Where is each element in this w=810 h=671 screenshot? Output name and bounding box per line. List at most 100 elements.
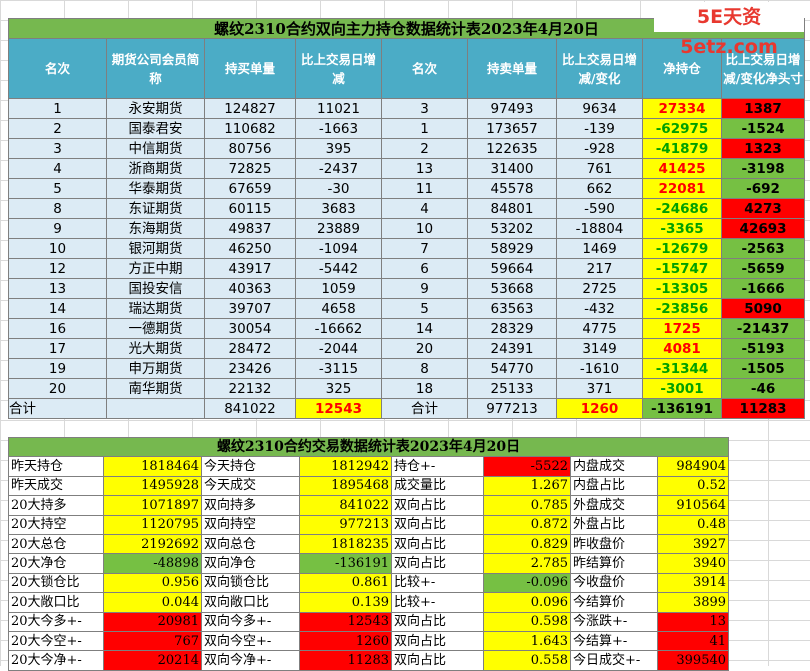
cell-rank: 12 (8, 258, 107, 279)
column-header: 期货公司会员简称 (106, 38, 205, 99)
cell-net-chg: -2563 (720, 238, 806, 259)
table-row: 13 国投安信 40363 1059 9 53668 2725 -13305 -1666 (8, 278, 806, 299)
column-header: 名次 (381, 38, 468, 99)
cell-buy: 67659 (204, 178, 296, 199)
cell-net: 4081 (642, 338, 722, 359)
column-header: 持卖单量 (467, 38, 557, 99)
cell-sell: 84801 (467, 198, 557, 219)
total-sell: 977213 (467, 398, 557, 419)
stat-value: 11283 (299, 650, 392, 671)
cell-srank: 6 (381, 258, 468, 279)
stat-value: 0.096 (483, 592, 571, 613)
cell-rank: 10 (8, 238, 107, 259)
stat-label: 20大敞口比 (8, 592, 104, 613)
cell-rank: 16 (8, 318, 107, 339)
cell-sell: 53668 (467, 278, 557, 299)
stat-label: 今天持仓 (201, 456, 300, 477)
stat-value: 1.643 (483, 630, 571, 652)
cell-srank: 13 (381, 158, 468, 179)
stat-label: 双向敞口比 (201, 592, 300, 613)
stat-value: 2.785 (483, 553, 571, 574)
cell-srank: 18 (381, 378, 468, 399)
stat-value: 1260 (299, 630, 392, 652)
cell-net: -15747 (642, 258, 722, 279)
cell-name: 瑞达期货 (106, 298, 205, 319)
stat-value: 977213 (299, 514, 392, 535)
cell-rank: 14 (8, 298, 107, 319)
cell-sell: 122635 (467, 138, 557, 159)
cell-rank: 1 (8, 98, 107, 119)
position-table: 螺纹2310合约双向主力持仓数据统计表2023年4月20日 名次 期货公司会员简称… (7, 18, 806, 419)
total-buy: 841022 (204, 398, 296, 419)
cell-sell: 54770 (467, 358, 557, 379)
cell-buy-chg: -30 (295, 178, 382, 199)
column-header: 净持仓 (642, 38, 722, 99)
cell-sell-chg: -928 (556, 138, 643, 159)
cell-name: 东海期货 (106, 218, 205, 239)
stat-label: 20大锁仓比 (8, 572, 104, 594)
cell-buy-chg: -1663 (295, 118, 382, 139)
table-row: 19 申万期货 23426 -3115 8 54770 -1610 -31344 -1505 (8, 358, 806, 379)
cell-srank: 5 (381, 298, 468, 319)
table-row: 1 永安期货 124827 11021 3 97493 9634 27334 1387 (8, 98, 806, 119)
cell-buy: 72825 (204, 158, 296, 179)
cell-sell-chg: -139 (556, 118, 643, 139)
cell-rank: 4 (8, 158, 107, 179)
stat-label: 20大今多+- (8, 611, 104, 632)
cell-sell-chg: 217 (556, 258, 643, 279)
total-sell-chg: 1260 (556, 398, 643, 419)
table2-title: 螺纹2310合约交易数据统计表2023年4月20日 (7, 436, 730, 458)
cell-net: -24686 (642, 198, 722, 219)
cell-buy: 22132 (204, 378, 296, 399)
stat-label: 双向今净+- (201, 650, 300, 671)
cell-sell: 25133 (467, 378, 557, 399)
stat-label: 20大净仓 (8, 553, 104, 574)
stat-label: 双向占比 (391, 553, 484, 574)
stat-value: 1818235 (299, 533, 392, 555)
stat-value: -48898 (103, 553, 202, 574)
watermark-logo: 5E天资5etz.com (654, 2, 804, 58)
cell-sell-chg: 1469 (556, 238, 643, 259)
cell-buy: 124827 (204, 98, 296, 119)
stat-value: 3914 (656, 572, 730, 594)
cell-buy-chg: -2437 (295, 158, 382, 179)
cell-srank: 9 (381, 278, 468, 299)
stat-label: 昨收盘价 (570, 533, 658, 555)
stats-row: 20大持空 1120795 双向持空 977213 双向占比 0.872 外盘占比 0.48 (8, 514, 730, 535)
cell-net-chg: -21437 (720, 318, 806, 339)
stat-label: 比较+- (391, 572, 484, 594)
cell-net-chg: 1323 (720, 138, 806, 159)
stat-label: 双向占比 (391, 533, 484, 555)
stat-label: 双向锁仓比 (201, 572, 300, 594)
cell-buy-chg: -16662 (295, 318, 382, 339)
cell-net: 27334 (642, 98, 722, 119)
cell-net-chg: 5090 (720, 298, 806, 319)
cell-name: 国投安信 (106, 278, 205, 299)
stat-value: 1120795 (103, 514, 202, 535)
stat-value: 1071897 (103, 495, 202, 516)
cell-rank: 13 (8, 278, 107, 299)
stat-label: 双向今空+- (201, 630, 300, 652)
total-net-chg: 11283 (720, 398, 806, 419)
cell-net-chg: 1387 (720, 98, 806, 119)
table-row: 10 银河期货 46250 -1094 7 58929 1469 -12679 -2563 (8, 238, 806, 259)
stat-value: 1495928 (103, 475, 202, 497)
stat-value: 41 (656, 630, 730, 652)
cell-net: -13305 (642, 278, 722, 299)
stat-label: 双向占比 (391, 650, 484, 671)
total-empty (106, 398, 205, 419)
stat-value: 0.139 (299, 592, 392, 613)
cell-name: 申万期货 (106, 358, 205, 379)
table-row: 20 南华期货 22132 325 18 25133 371 -3001 -46 (8, 378, 806, 399)
total-buy-chg: 12543 (295, 398, 382, 419)
cell-sell: 59664 (467, 258, 557, 279)
cell-net-chg: 42693 (720, 218, 806, 239)
cell-net: -3001 (642, 378, 722, 399)
cell-buy: 43917 (204, 258, 296, 279)
column-header: 比上交易日增减 (295, 38, 382, 99)
stat-value: 13 (656, 611, 730, 632)
stat-label: 双向占比 (391, 514, 484, 535)
cell-rank: 3 (8, 138, 107, 159)
cell-buy: 39707 (204, 298, 296, 319)
total-row: 合计 841022 12543 合计 977213 1260 -136191 11283 (8, 398, 806, 419)
